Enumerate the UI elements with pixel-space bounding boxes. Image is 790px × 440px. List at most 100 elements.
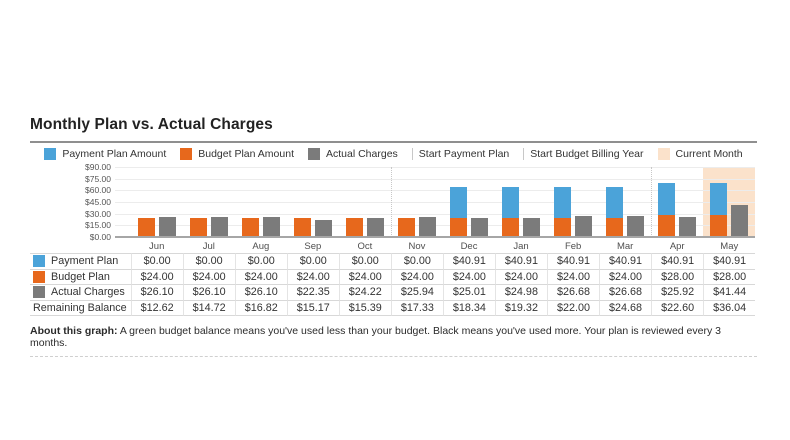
payment-plan-bar: [502, 186, 520, 219]
x-axis-month-label: Jun: [149, 241, 165, 252]
table-value-cell: $15.39: [338, 299, 391, 317]
table-value-cell: $22.35: [286, 284, 339, 300]
legend-label: Start Budget Billing Year: [530, 148, 644, 160]
table-value-cell: $24.00: [442, 268, 495, 285]
table-value-cell: $17.33: [390, 299, 443, 317]
legend-label: Current Month: [675, 148, 743, 160]
table-value-cell: $22.00: [546, 299, 600, 317]
payment-plan-bar: [450, 186, 468, 219]
legend-swatch-icon: [180, 148, 193, 160]
x-axis-month-label: Jan: [513, 241, 529, 252]
table-value-cell: $25.92: [651, 284, 704, 300]
row-label-cell: Remaining Balance: [30, 299, 131, 317]
x-axis-month-label: Feb: [564, 241, 582, 252]
table-value-cell: $19.32: [494, 299, 547, 317]
bar-group-may: [710, 167, 749, 237]
row-swatch-icon: [33, 286, 45, 299]
bar-group-oct: [345, 167, 384, 237]
actual-charges-bar: [731, 204, 749, 237]
table-value-cell: $26.10: [130, 284, 183, 300]
actual-charges-bar: [158, 216, 176, 237]
monthly-chart: $90.00 $75.00 $60.00 $45.00 $30.00 $15.00 $0.0…: [0, 162, 790, 254]
table-value-cell: $12.62: [130, 299, 183, 317]
table-value-cell: $15.17: [286, 299, 339, 317]
legend-swatch-icon: [657, 148, 670, 160]
start-budget-billing-year-marker: [651, 167, 653, 237]
row-label-cell: Payment Plan: [30, 253, 131, 269]
legend-item-budget-plan-amount: Budget Plan Amount: [180, 148, 294, 160]
row-label: Actual Charges: [51, 286, 125, 299]
table-value-cell: $40.91: [494, 253, 547, 269]
about-note-prefix: About this graph:: [30, 324, 118, 337]
bar-group-apr: [658, 167, 697, 237]
table-value-cell: $0.00: [234, 253, 287, 269]
row-label-cell: Actual Charges: [30, 284, 131, 300]
table-value-cell: $24.22: [338, 284, 391, 300]
payment-plan-bar: [554, 186, 572, 219]
row-label: Remaining Balance: [33, 301, 127, 314]
legend-line-marker-icon: [523, 148, 525, 160]
legend-label: Start Payment Plan: [418, 148, 510, 160]
x-axis-month-label: Sep: [304, 241, 322, 252]
budget-plan-bar: [397, 218, 415, 237]
table-value-cell: $0.00: [286, 253, 339, 269]
budget-plan-bar: [241, 218, 259, 237]
table-value-cell: $28.00: [703, 268, 756, 285]
actual-charges-bar: [366, 218, 384, 237]
payment-plan-bar: [658, 183, 676, 216]
bar-group-jul: [189, 167, 228, 237]
table-value-cell: $0.00: [130, 253, 183, 269]
start-payment-plan-marker: [390, 167, 392, 237]
actual-charges-bar: [418, 216, 436, 237]
budget-plan-bar: [293, 218, 311, 237]
y-axis-tick-label: $45.00: [85, 197, 111, 207]
legend-line-marker-icon: [411, 148, 413, 160]
y-axis-tick-label: $60.00: [85, 185, 111, 196]
x-axis-month-label: Jul: [202, 241, 215, 252]
table-value-cell: $28.00: [651, 268, 704, 285]
plot-area: [115, 167, 755, 238]
table-value-cell: $24.00: [130, 268, 183, 285]
row-label: Payment Plan: [51, 255, 119, 267]
table-value-cell: $40.91: [703, 253, 756, 269]
y-axis-tick-label: $75.00: [85, 173, 111, 184]
budget-plan-bar: [554, 218, 572, 237]
table-value-cell: $24.00: [599, 268, 652, 285]
actual-charges-bar: [523, 217, 541, 237]
table-value-cell: $0.00: [338, 253, 391, 269]
budget-plan-bar: [345, 218, 363, 237]
table-value-cell: $14.72: [182, 299, 235, 317]
budget-plan-bar: [137, 218, 155, 237]
row-swatch-icon: [33, 255, 45, 268]
legend-item-current-month: Current Month: [657, 148, 743, 160]
x-axis-line: [115, 236, 755, 238]
actual-charges-bar: [627, 216, 645, 237]
x-axis-month-label: Apr: [669, 241, 685, 252]
legend-item-start-payment-plan: Start Payment Plan: [411, 148, 510, 160]
table-value-cell: $26.10: [182, 284, 235, 300]
table-value-cell: $36.04: [703, 299, 756, 317]
table-value-cell: $18.34: [442, 299, 495, 317]
actual-charges-bar: [679, 216, 697, 237]
table-value-cell: $24.00: [494, 268, 547, 285]
y-axis-tick-label: $30.00: [85, 208, 111, 219]
budget-plan-bar: [710, 215, 728, 237]
table-value-cell: $0.00: [182, 253, 235, 269]
table-value-cell: $0.00: [390, 253, 443, 269]
x-axis-month-label: May: [720, 241, 739, 252]
table-value-cell: $24.00: [182, 268, 235, 285]
y-axis-tick-label: $90.00: [85, 162, 111, 172]
actual-charges-bar: [262, 216, 280, 237]
bar-group-mar: [606, 167, 645, 237]
bar-group-feb: [554, 167, 593, 237]
legend-item-actual-charges: Actual Charges: [308, 148, 398, 160]
about-note-text: A green budget balance means you've used…: [30, 324, 721, 349]
table-value-cell: $24.00: [338, 268, 391, 285]
table-value-cell: $40.91: [651, 253, 704, 269]
actual-charges-bar: [314, 219, 332, 237]
table-value-cell: $26.10: [234, 284, 287, 300]
bar-group-aug: [241, 167, 280, 237]
x-axis-month-label: Nov: [408, 241, 426, 252]
row-label: Budget Plan: [51, 270, 110, 283]
